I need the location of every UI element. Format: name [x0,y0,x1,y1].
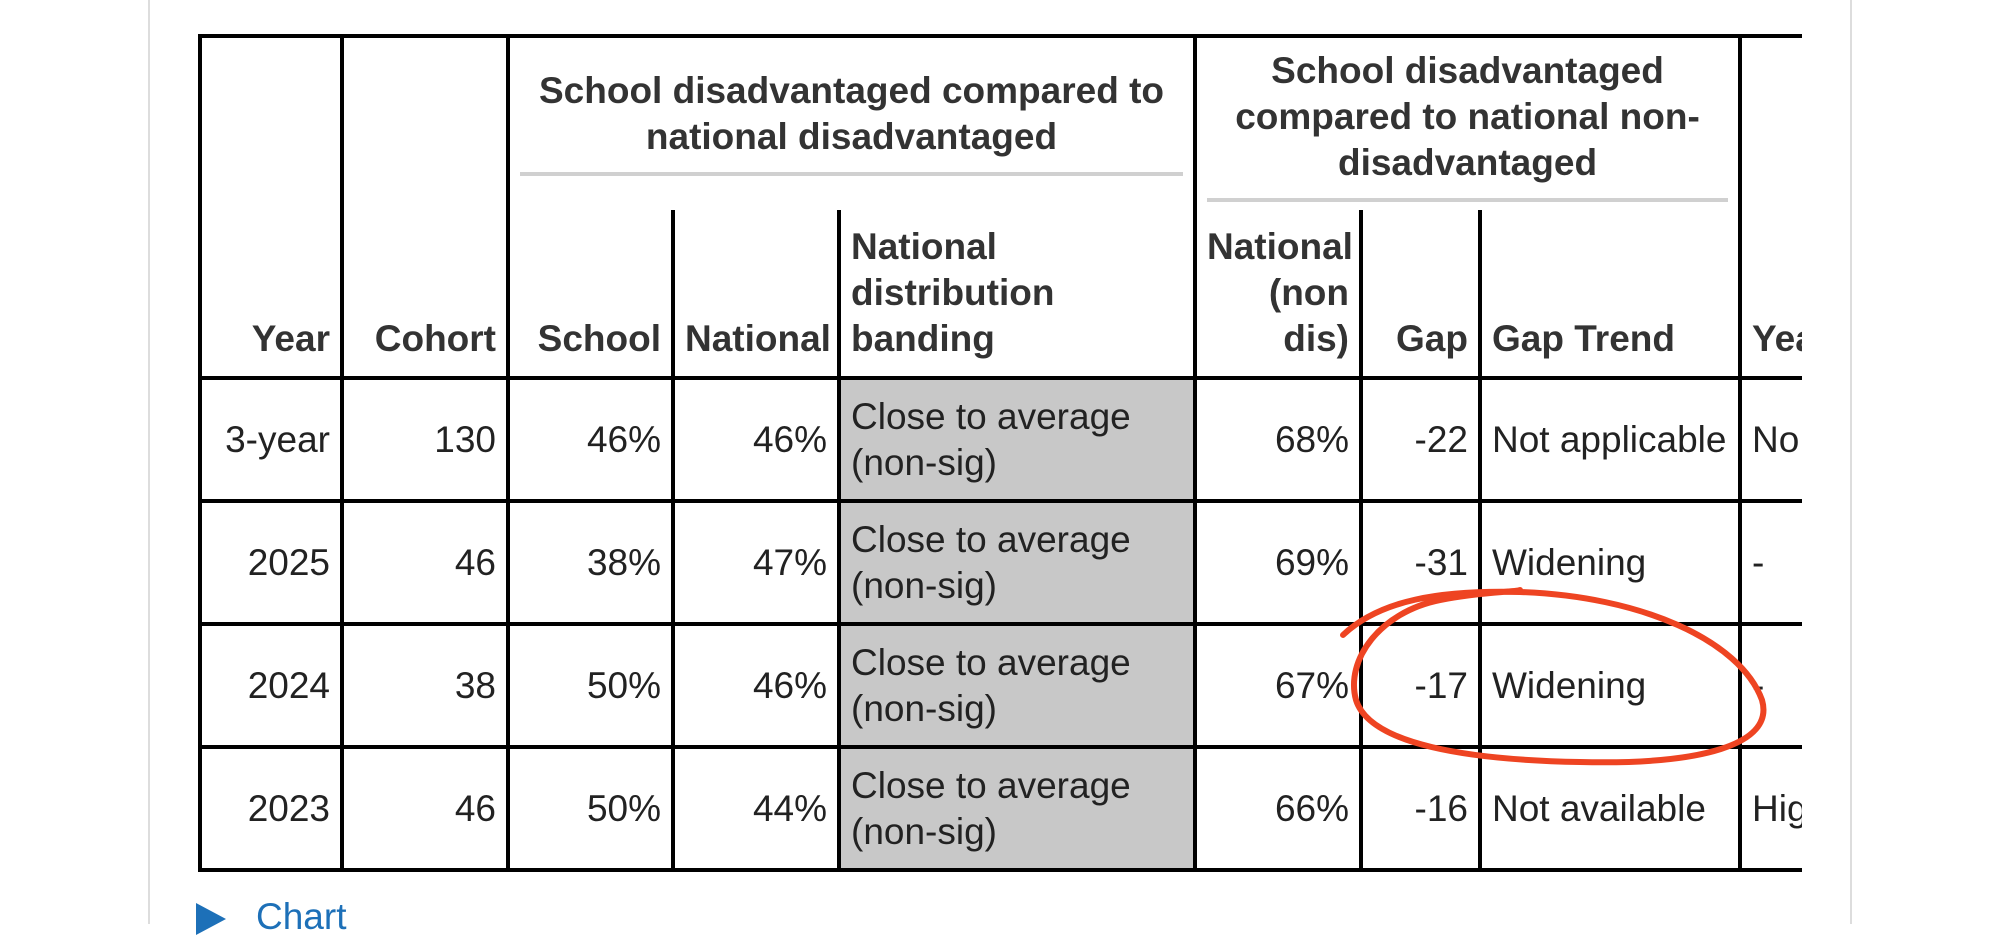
table-viewport: Year Cohort School disadvantaged compare… [198,34,1802,874]
hand-drawn-circle [1340,587,1767,766]
banding-cell: Close to average (non-sig) [837,622,1197,749]
banding-cell: Close to average (non-sig) [837,376,1197,503]
column-header: National (non dis) [1193,210,1363,380]
national-non-dis-cell: 69% [1193,499,1363,626]
national-non-dis-cell: 67% [1193,622,1363,749]
gap-cell: -16 [1359,745,1482,872]
group-header: School disadvantaged compared to nationa… [1192,34,1743,210]
gap-cell: -22 [1359,376,1482,503]
gap-trend-cell: Widening [1477,622,1743,749]
group-header-text: School disadvantaged compared to nationa… [520,68,1183,176]
chart-toggle[interactable]: Chart [196,896,346,938]
school-cell: 50% [506,745,675,872]
column-header: National distribution banding [837,210,1197,380]
column-header: Gap [1359,210,1482,380]
national-non-dis-cell: 66% [1193,745,1363,872]
school-cell: 38% [506,499,675,626]
year-comparison-cell: Hig [1738,745,1802,872]
table-row: 3-year 130 46% 46% Close to average (non-sig… [198,376,1802,503]
national-cell: 47% [671,499,841,626]
table-row: 2025 46 38% 47% Close to average (non-sig) 69… [198,499,1802,626]
toggle-arrow [196,903,226,936]
column-header: Year [198,34,344,380]
national-cell: 44% [671,745,841,872]
column-header: Gap Trend [1477,210,1743,380]
group-header-text: School disadvantaged compared to nationa… [1207,48,1729,202]
page-edge [148,0,150,924]
year-cell: 2023 [198,745,344,872]
column-header: School [506,210,675,380]
column-header: Cohort [340,34,510,380]
gap-trend-cell: Not applicable [1477,376,1743,503]
school-cell: 50% [506,622,675,749]
results-table: Year Cohort School disadvantaged compare… [198,34,1802,872]
year-comparison-cell: No [1738,376,1802,503]
table-row: 2023 46 50% 44% Close to average (non-sig) 66… [198,745,1802,872]
national-cell: 46% [671,376,841,503]
gap-trend-cell: Not available [1477,745,1743,872]
cohort-cell: 46 [340,745,510,872]
year-cell: 2025 [198,499,344,626]
group-header: School disadvantaged compared to nationa… [506,34,1197,210]
toggle-label: Chart [256,896,347,937]
banding-cell: Close to average (non-sig) [837,745,1197,872]
year-cell: 2024 [198,622,344,749]
cohort-cell: 38 [340,622,510,749]
column-header: Year com [1738,34,1802,380]
table-row: 2024 38 50% 46% Close to average (non-sig) 67… [198,622,1802,749]
year-comparison-cell: - [1738,499,1802,626]
national-non-dis-cell: 68% [1193,376,1363,503]
column-header: National [671,210,841,380]
cohort-cell: 46 [340,499,510,626]
page-edge [1850,0,1852,924]
national-cell: 46% [671,622,841,749]
table-body: 3-year 130 46% 46% Close to average (non-sig… [198,376,1802,872]
cohort-cell: 130 [340,376,510,503]
gap-trend-cell: Widening [1477,499,1743,626]
banding-cell: Close to average (non-sig) [837,499,1197,626]
year-cell: 3-year [198,376,344,503]
school-cell: 46% [506,376,675,503]
